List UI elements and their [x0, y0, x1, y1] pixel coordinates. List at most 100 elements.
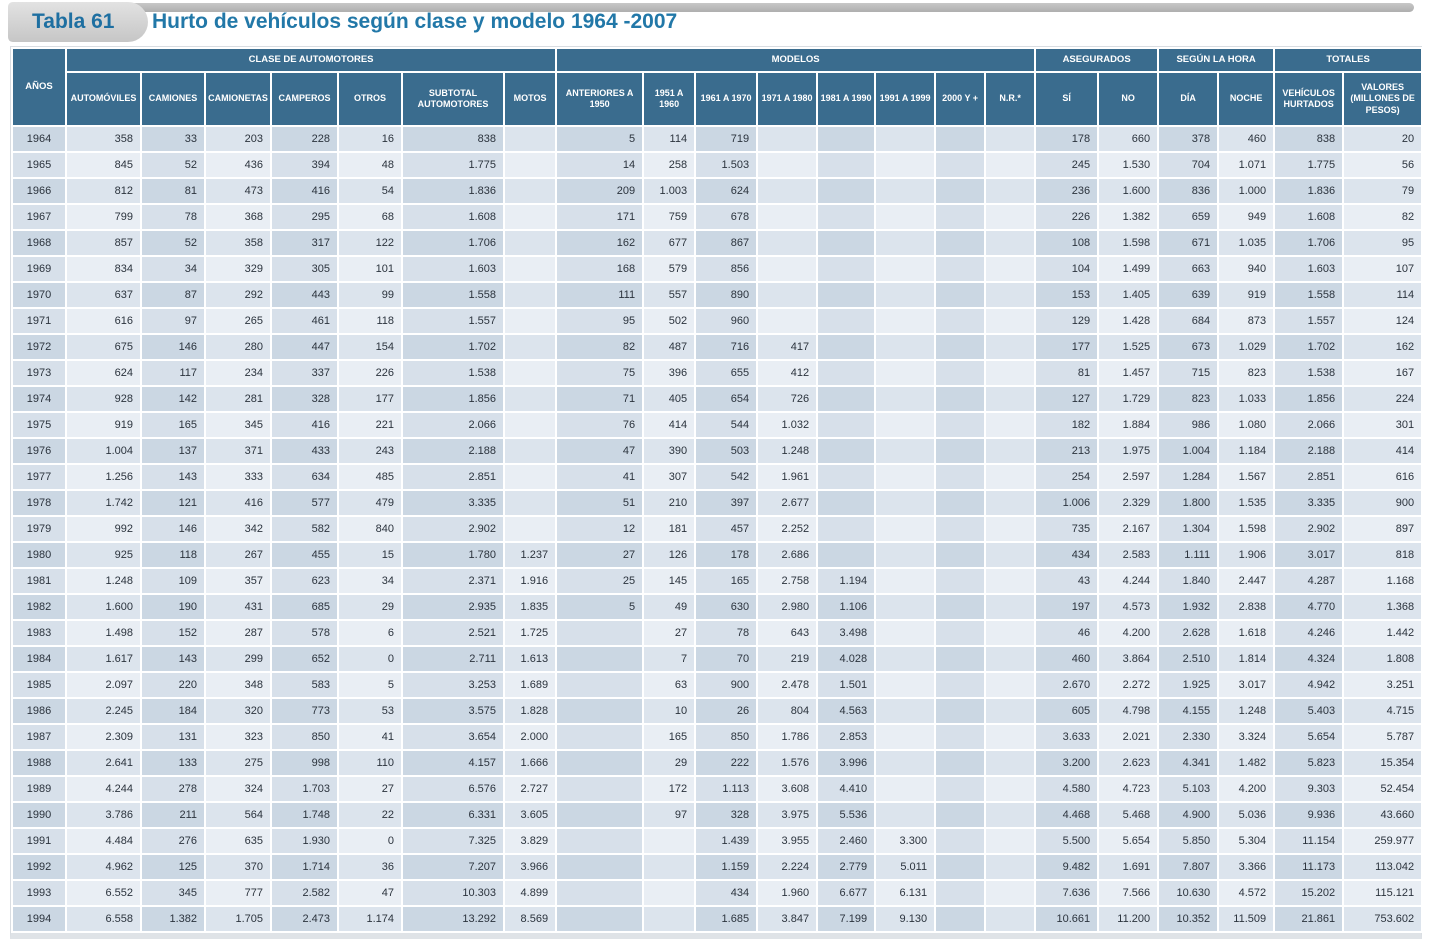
table-cell: 4.200	[1099, 621, 1158, 645]
table-cell: 3.786	[67, 803, 140, 827]
table-row: 1974 928 142 281 328 177 1.856 71 405 654 726 127 1.…	[13, 387, 1422, 411]
table-cell: 4.715	[1344, 699, 1422, 723]
table-cell: 47	[339, 881, 401, 905]
table-cell: 578	[272, 621, 337, 645]
table-cell	[876, 257, 935, 281]
table-cell	[986, 127, 1035, 151]
table-cell: 1.284	[1159, 465, 1218, 489]
table-cell: 2.510	[1159, 647, 1218, 671]
table-cell	[986, 907, 1035, 931]
table-cell: 20	[1344, 127, 1422, 151]
group-header: MODELOS	[557, 49, 1035, 71]
table-cell: 845	[67, 153, 140, 177]
table-cell: 11.173	[1275, 855, 1343, 879]
table-cell: 671	[1159, 231, 1218, 255]
table-cell: 165	[644, 725, 695, 749]
table-cell	[986, 699, 1035, 723]
table-cell: 124	[1344, 309, 1422, 333]
table-cell: 5.036	[1219, 803, 1274, 827]
table-cell: 177	[339, 387, 401, 411]
table-cell: 1.457	[1099, 361, 1158, 385]
table-cell: 172	[644, 777, 695, 801]
table-cell: 416	[272, 413, 337, 437]
table-cell: 3.996	[818, 751, 875, 775]
table-cell	[644, 881, 695, 905]
table-cell: 370	[206, 855, 270, 879]
table-cell: 54	[339, 179, 401, 203]
table-cell	[876, 491, 935, 515]
table-cell: 15.354	[1344, 751, 1422, 775]
page-title: Hurto de vehículos según clase y modelo …	[152, 10, 678, 33]
table-cell: 171	[557, 205, 643, 229]
table-cell: 82	[557, 335, 643, 359]
table-cell	[936, 777, 985, 801]
table-cell	[557, 647, 643, 671]
table-cell	[936, 543, 985, 567]
table-cell: 95	[1344, 231, 1422, 255]
table-row: 1985 2.097 220 348 583 5 3.253 1.689 63 900 2.478 1…	[13, 673, 1422, 697]
table-cell	[936, 725, 985, 749]
table-cell: 605	[1036, 699, 1098, 723]
table-cell: 43	[1036, 569, 1098, 593]
table-cell	[986, 673, 1035, 697]
table-cell	[876, 517, 935, 541]
table-cell: 5.011	[876, 855, 935, 879]
table-cell	[936, 231, 985, 255]
table-cell	[986, 309, 1035, 333]
table-cell: 616	[1344, 465, 1422, 489]
table-cell: 799	[67, 205, 140, 229]
table-cell: 76	[557, 413, 643, 437]
table-cell	[758, 283, 817, 307]
year-cell: 1972	[13, 335, 65, 359]
table-cell: 777	[206, 881, 270, 905]
table-cell	[557, 751, 643, 775]
table-cell	[986, 803, 1035, 827]
table-cell: 2.686	[758, 543, 817, 567]
table-cell: 2.252	[758, 517, 817, 541]
table-cell: 434	[696, 881, 757, 905]
column-header: AUTOMÓVILES	[67, 73, 140, 125]
table-cell: 2.853	[818, 725, 875, 749]
table-cell	[505, 283, 556, 307]
table-cell: 4.563	[818, 699, 875, 723]
table-cell: 4.580	[1036, 777, 1098, 801]
table-cell: 9.482	[1036, 855, 1098, 879]
table-cell: 1.856	[1275, 387, 1343, 411]
table-cell: 87	[142, 283, 204, 307]
table-cell	[505, 179, 556, 203]
table-cell	[936, 907, 985, 931]
table-cell: 328	[696, 803, 757, 827]
table-cell: 457	[696, 517, 757, 541]
table-cell: 1.836	[1275, 179, 1343, 203]
table-cell: 34	[339, 569, 401, 593]
table-cell	[986, 517, 1035, 541]
table-cell: 5	[339, 673, 401, 697]
table-cell: 919	[1219, 283, 1274, 307]
table-cell: 162	[557, 231, 643, 255]
table-header: AÑOS CLASE DE AUTOMOTORES MODELOS ASEGURADO…	[13, 49, 1422, 125]
table-cell: 1.029	[1219, 335, 1274, 359]
table-cell: 630	[696, 595, 757, 619]
table-cell: 7.566	[1099, 881, 1158, 905]
table-cell: 1.557	[1275, 309, 1343, 333]
table-cell	[505, 231, 556, 255]
table-cell: 1.600	[1099, 179, 1158, 203]
table-cell: 79	[1344, 179, 1422, 203]
table-cell: 348	[206, 673, 270, 697]
table-cell: 224	[1344, 387, 1422, 411]
table-cell: 213	[1036, 439, 1098, 463]
table-cell: 7.199	[818, 907, 875, 931]
table-cell: 13.292	[403, 907, 503, 931]
table-cell: 287	[206, 621, 270, 645]
table-cell	[505, 465, 556, 489]
year-cell: 1993	[13, 881, 65, 905]
table-cell: 209	[557, 179, 643, 203]
table-cell: 220	[142, 673, 204, 697]
table-cell: 643	[758, 621, 817, 645]
table-cell: 838	[1275, 127, 1343, 151]
table-body: 1964 358 33 203 228 16 838 5 114 719 178 660 378 460 8…	[13, 127, 1422, 931]
table-cell	[505, 153, 556, 177]
year-cell: 1976	[13, 439, 65, 463]
table-cell: 659	[1159, 205, 1218, 229]
table-cell	[557, 777, 643, 801]
